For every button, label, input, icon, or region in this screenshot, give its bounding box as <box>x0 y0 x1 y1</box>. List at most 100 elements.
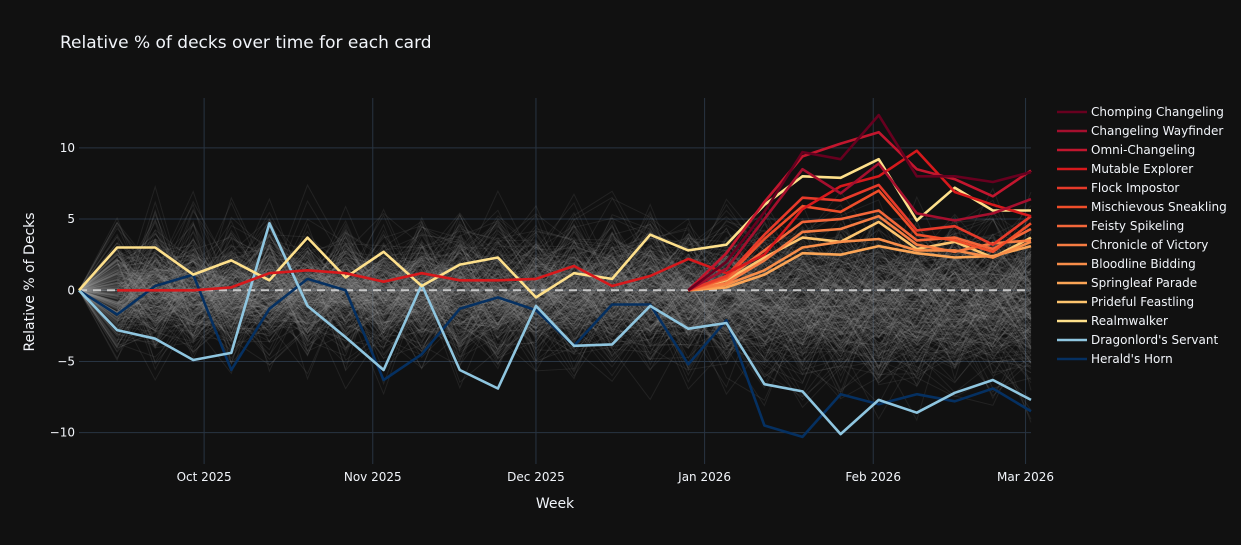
background-series-line <box>78 237 1032 337</box>
background-series-line <box>78 256 1032 362</box>
background-series-line <box>78 258 1032 362</box>
series-line-dragonlord-s-servant[interactable] <box>78 222 1032 436</box>
background-series-line <box>78 228 1032 365</box>
background-series-line <box>78 264 1032 377</box>
legend-item[interactable]: Springleaf Parade <box>1057 276 1197 290</box>
legend-item[interactable]: Chronicle of Victory <box>1057 238 1208 252</box>
series-line-bloodline-bidding[interactable] <box>688 237 1032 292</box>
background-series-line <box>78 214 1032 359</box>
background-series-line <box>78 209 1032 329</box>
background-series-line <box>78 235 1032 365</box>
highlighted-series <box>78 113 1032 439</box>
background-series-line <box>78 221 1032 315</box>
series-line-flock-impostor[interactable] <box>687 183 1032 292</box>
background-series-line <box>78 231 1032 358</box>
background-series-line <box>78 270 1032 389</box>
x-tick-label: Jan 2026 <box>677 470 731 484</box>
series-line-chomping-changeling[interactable] <box>687 113 1032 292</box>
legend-item[interactable]: Dragonlord's Servant <box>1057 333 1218 347</box>
background-series-line <box>78 197 1032 339</box>
background-series-line <box>78 218 1032 383</box>
background-series-line <box>78 264 1032 401</box>
background-series-line <box>78 229 1032 370</box>
background-series-line <box>78 220 1032 330</box>
background-series-line <box>78 271 1032 398</box>
legend-label: Feisty Spikeling <box>1091 219 1184 233</box>
background-series-line <box>78 258 1032 372</box>
background-series-line <box>78 252 1032 346</box>
background-series-line <box>78 222 1032 314</box>
series-line-realmwalker[interactable] <box>78 157 1031 299</box>
legend-item[interactable]: Prideful Feastling <box>1057 295 1194 309</box>
background-series-line <box>78 248 1032 389</box>
background-series-line <box>78 250 1032 353</box>
background-series-line <box>78 242 1032 367</box>
background-series-line <box>78 208 1032 345</box>
background-series-line <box>78 225 1032 330</box>
series-line-mischievous-sneakling[interactable] <box>687 189 1032 292</box>
legend-item[interactable]: Herald's Horn <box>1057 352 1173 366</box>
legend-item[interactable]: Chomping Changeling <box>1057 105 1224 119</box>
legend-item[interactable]: Flock Impostor <box>1057 181 1179 195</box>
legend-item[interactable]: Changeling Wayfinder <box>1057 124 1223 138</box>
background-series-line <box>78 259 1032 372</box>
background-series-line <box>78 225 1032 340</box>
legend-item[interactable]: Bloodline Bidding <box>1057 257 1196 271</box>
background-series-line <box>78 216 1032 340</box>
series-line-chronicle-of-victory[interactable] <box>688 214 1032 292</box>
background-series-line <box>78 240 1032 356</box>
series-line-springleaf-parade[interactable] <box>688 244 1032 292</box>
legend-label: Chomping Changeling <box>1091 105 1224 119</box>
background-series-line <box>78 231 1032 362</box>
background-series-line <box>78 241 1032 358</box>
background-series-line <box>78 242 1032 384</box>
background-series-line <box>78 267 1032 382</box>
legend-item[interactable]: Feisty Spikeling <box>1057 219 1184 233</box>
background-series-line <box>78 259 1032 349</box>
background-series-line <box>78 244 1032 339</box>
legend-item[interactable]: Mutable Explorer <box>1057 162 1193 176</box>
background-series-line <box>78 220 1032 346</box>
background-series-line <box>78 229 1032 364</box>
background-series-line <box>78 244 1032 342</box>
background-series-line <box>78 229 1032 338</box>
background-series-line <box>78 254 1032 375</box>
series-line-herald-s-horn[interactable] <box>78 273 1032 439</box>
background-series-line <box>78 200 1032 331</box>
background-series-line <box>78 238 1032 350</box>
legend-item[interactable]: Realmwalker <box>1057 314 1168 328</box>
legend-item[interactable]: Omni-Changeling <box>1057 143 1195 157</box>
background-series-line <box>78 245 1032 390</box>
legend-label: Mischievous Sneakling <box>1091 200 1227 214</box>
background-series-line <box>78 251 1032 349</box>
background-series-line <box>78 217 1032 354</box>
background-series-line <box>78 237 1032 343</box>
series-line-mutable-explorer[interactable] <box>117 149 1032 292</box>
background-series-line <box>78 247 1032 375</box>
background-series-line <box>78 225 1032 333</box>
y-tick-label: −5 <box>57 354 75 368</box>
legend-label: Flock Impostor <box>1091 181 1179 195</box>
series-line-changeling-wayfinder[interactable] <box>687 162 1032 292</box>
background-series-line <box>78 242 1032 354</box>
background-series-line <box>78 215 1032 348</box>
background-series-line <box>78 203 1032 345</box>
legend-item[interactable]: Mischievous Sneakling <box>1057 200 1227 214</box>
background-series-line <box>78 190 1032 309</box>
series-line-prideful-feastling[interactable] <box>687 220 1032 292</box>
background-series-line <box>78 239 1032 351</box>
background-series-line <box>78 221 1032 319</box>
background-series-line <box>78 239 1032 337</box>
legend-label: Dragonlord's Servant <box>1091 333 1218 347</box>
background-series-line <box>78 261 1032 372</box>
background-series-line <box>78 259 1032 371</box>
background-series-line <box>78 211 1032 326</box>
legend-label: Bloodline Bidding <box>1091 257 1196 271</box>
background-series-line <box>78 208 1032 333</box>
background-series-line <box>78 226 1032 336</box>
background-series-line <box>78 210 1032 350</box>
background-series-line <box>78 217 1032 314</box>
background-series-line <box>78 248 1032 368</box>
background-series-line <box>78 261 1032 331</box>
